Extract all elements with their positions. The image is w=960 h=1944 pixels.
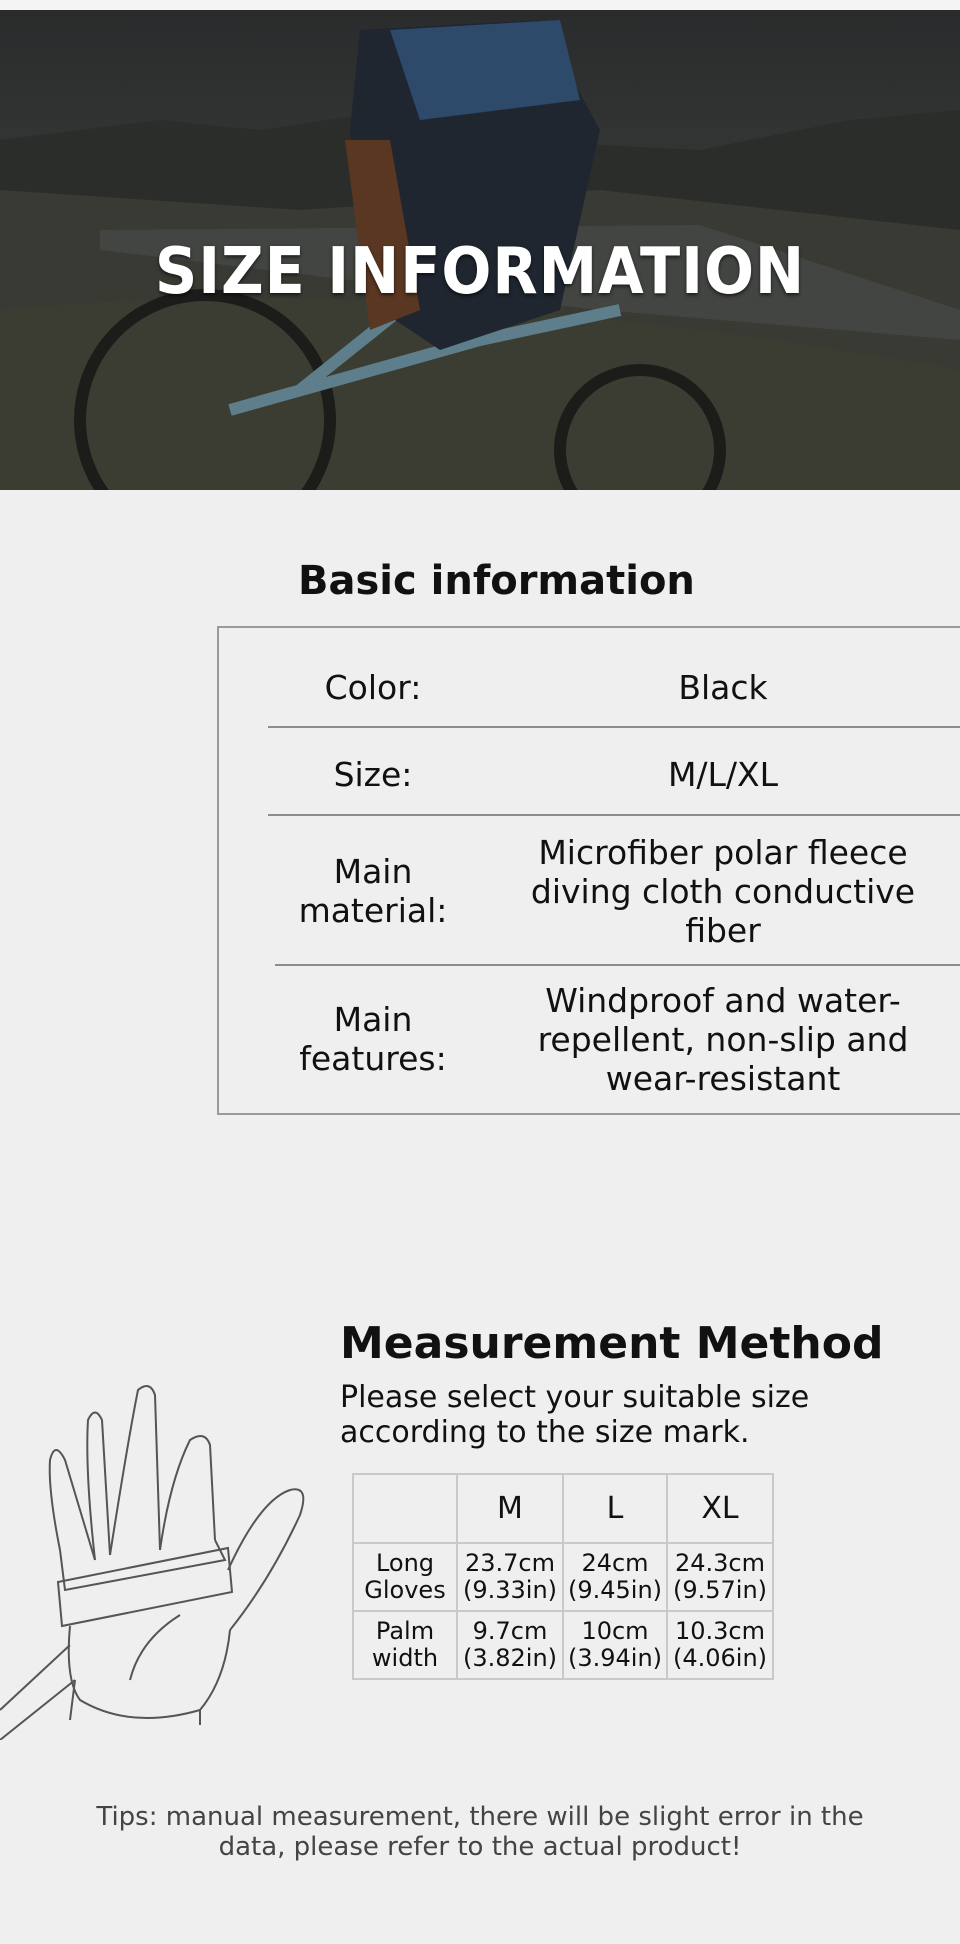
banner-title: SIZE INFORMATION [154, 235, 806, 309]
hand-measurement-illustration [0, 1385, 305, 1740]
table-cell: 24cm (9.45in) [562, 1542, 668, 1612]
row-value: Black [678, 668, 768, 707]
size-chart-table: M L XL Long Gloves 23.7cm (9.33in) 24cm … [352, 1473, 774, 1680]
measurement-heading: Measurement Method [340, 1318, 884, 1369]
row-label: Long Gloves [352, 1542, 458, 1612]
basic-info-table [217, 626, 960, 1115]
table-cell: 10cm (3.94in) [562, 1610, 668, 1680]
hero-banner: SIZE INFORMATION [0, 10, 960, 490]
table-cell: 24.3cm (9.57in) [666, 1542, 774, 1612]
header-cell: XL [666, 1473, 774, 1544]
row-label: Main material: [298, 852, 448, 930]
table-cell: 23.7cm (9.33in) [456, 1542, 564, 1612]
header-cell: M [456, 1473, 564, 1544]
divider [268, 726, 960, 728]
row-label: Size: [333, 755, 413, 794]
header-cell: L [562, 1473, 668, 1544]
info-row-material: Main material: Microfiber polar fleece d… [268, 830, 960, 952]
info-row-size: Size: M/L/XL [268, 752, 960, 797]
measurement-subtitle: Please select your suitable size accordi… [340, 1380, 810, 1450]
row-label: Main features: [299, 1000, 447, 1078]
table-cell: 10.3cm (4.06in) [666, 1610, 774, 1680]
top-strip [0, 0, 960, 10]
tips-note: Tips: manual measurement, there will be … [96, 1802, 864, 1862]
row-value: Windproof and water-repellent, non-slip … [537, 980, 909, 1098]
row-value: M/L/XL [667, 755, 779, 794]
row-label: Color: [324, 668, 422, 707]
basic-info-heading: Basic information [298, 558, 695, 604]
table-row: Long Gloves 23.7cm (9.33in) 24cm (9.45in… [352, 1542, 774, 1612]
row-label: Palm width [352, 1610, 458, 1680]
cyclist-photo [0, 20, 960, 490]
info-row-color: Color: Black [268, 665, 960, 710]
table-row: Palm width 9.7cm (3.82in) 10cm (3.94in) … [352, 1610, 774, 1680]
header-cell [352, 1473, 458, 1544]
info-row-features: Main features: Windproof and water-repel… [268, 978, 960, 1100]
divider [275, 964, 960, 966]
divider [268, 814, 960, 816]
table-header-row: M L XL [352, 1473, 774, 1544]
row-value: Microfiber polar fleece diving cloth con… [530, 832, 916, 950]
table-cell: 9.7cm (3.82in) [456, 1610, 564, 1680]
